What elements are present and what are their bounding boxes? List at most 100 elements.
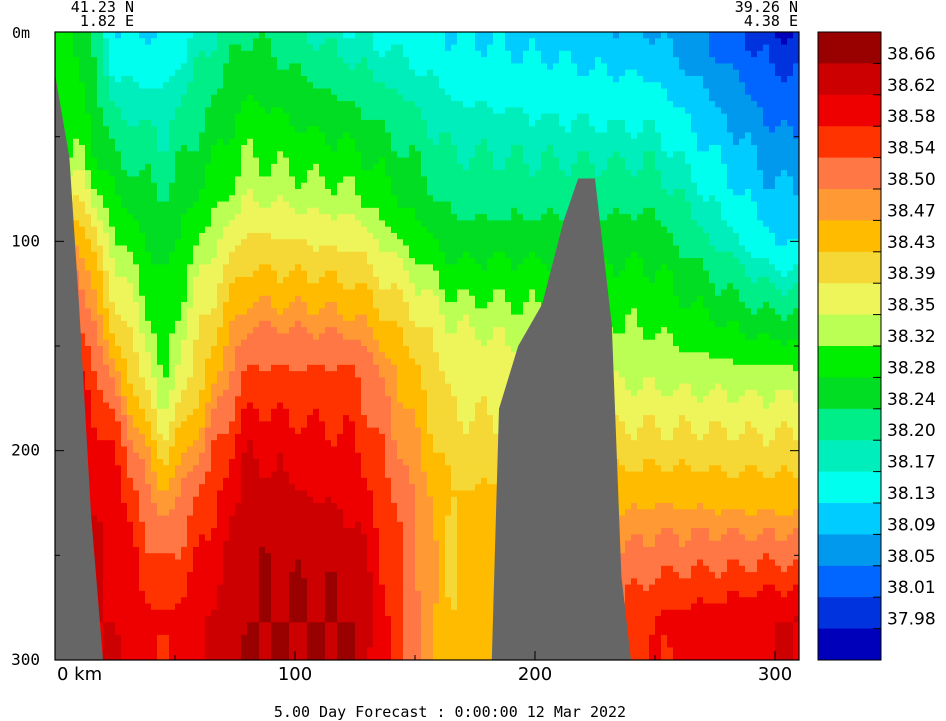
salinity-cell — [205, 333, 212, 341]
salinity-cell — [145, 509, 152, 517]
salinity-cell — [85, 189, 92, 196]
salinity-cell — [175, 446, 182, 454]
salinity-cell — [349, 383, 356, 391]
salinity-cell — [217, 477, 224, 485]
salinity-cell — [277, 82, 284, 90]
salinity-cell — [259, 433, 266, 441]
salinity-cell — [247, 245, 254, 253]
salinity-cell — [133, 182, 140, 190]
salinity-cell — [85, 289, 92, 297]
salinity-cell — [307, 622, 314, 630]
salinity-cell — [289, 490, 296, 498]
salinity-cell — [121, 214, 128, 221]
salinity-cell — [277, 333, 284, 341]
salinity-cell — [295, 151, 302, 159]
salinity-cell — [91, 214, 98, 221]
salinity-cell — [103, 553, 110, 561]
salinity-cell — [157, 415, 164, 422]
salinity-cell — [181, 440, 188, 448]
salinity-cell — [325, 314, 332, 322]
salinity-cell — [283, 377, 290, 385]
salinity-cell — [133, 578, 140, 586]
salinity-cell — [187, 421, 194, 429]
salinity-cell — [325, 446, 332, 454]
salinity-cell — [85, 163, 92, 171]
salinity-cell — [193, 308, 200, 316]
salinity-cell — [157, 477, 164, 485]
salinity-cell — [265, 377, 272, 385]
salinity-cell — [169, 251, 176, 259]
salinity-cell — [301, 57, 308, 64]
salinity-cell — [259, 151, 266, 159]
salinity-cell — [103, 546, 110, 554]
salinity-cell — [145, 634, 152, 642]
salinity-cell — [217, 214, 224, 221]
salinity-cell — [175, 276, 182, 284]
salinity-cell — [295, 578, 302, 586]
salinity-cell — [349, 496, 356, 504]
salinity-cell — [229, 603, 236, 611]
salinity-cell — [199, 364, 206, 372]
salinity-cell — [121, 471, 128, 479]
salinity-cell — [337, 459, 344, 466]
salinity-cell — [151, 333, 158, 341]
salinity-cell — [217, 408, 224, 416]
salinity-cell — [217, 521, 224, 529]
salinity-cell — [241, 50, 248, 58]
salinity-cell — [271, 207, 278, 215]
salinity-cell — [145, 258, 152, 265]
salinity-cell — [229, 528, 236, 535]
salinity-cell — [145, 540, 152, 548]
salinity-cell — [163, 622, 170, 630]
salinity-cell — [157, 427, 164, 435]
salinity-cell — [151, 389, 158, 397]
salinity-cell — [229, 289, 236, 297]
salinity-cell — [337, 559, 344, 567]
salinity-cell — [289, 302, 296, 309]
salinity-cell — [73, 195, 80, 203]
salinity-cell — [217, 459, 224, 466]
salinity-cell — [103, 358, 110, 366]
salinity-cell — [217, 421, 224, 429]
salinity-cell — [289, 396, 296, 404]
salinity-cell — [277, 239, 284, 247]
salinity-cell — [133, 427, 140, 435]
salinity-cell — [241, 151, 248, 159]
salinity-cell — [139, 50, 146, 58]
salinity-cell — [205, 214, 212, 221]
salinity-cell — [235, 421, 242, 429]
salinity-cell — [109, 521, 116, 529]
salinity-cell — [217, 302, 224, 309]
salinity-cell — [259, 207, 266, 215]
salinity-cell — [211, 308, 218, 316]
salinity-cell — [85, 320, 92, 328]
salinity-cell — [187, 264, 194, 272]
salinity-cell — [163, 572, 170, 579]
salinity-cell — [145, 132, 152, 140]
salinity-cell — [187, 226, 194, 234]
salinity-cell — [295, 609, 302, 617]
salinity-cell — [247, 484, 254, 492]
salinity-cell — [247, 653, 254, 660]
salinity-cell — [301, 440, 308, 448]
salinity-cell — [229, 572, 236, 579]
salinity-cell — [151, 339, 158, 347]
salinity-cell — [343, 433, 350, 441]
salinity-cell — [259, 327, 266, 335]
salinity-cell — [259, 609, 266, 617]
salinity-cell — [199, 377, 206, 385]
salinity-cell — [145, 364, 152, 372]
salinity-cell — [325, 396, 332, 404]
salinity-cell — [295, 603, 302, 611]
salinity-cell — [247, 57, 254, 64]
salinity-cell — [337, 107, 344, 115]
salinity-cell — [205, 446, 212, 454]
salinity-cell — [151, 176, 158, 184]
salinity-cell — [307, 377, 314, 385]
salinity-cell — [127, 132, 134, 140]
salinity-cell — [301, 559, 308, 567]
salinity-cell — [259, 32, 266, 39]
salinity-cell — [187, 75, 194, 83]
salinity-cell — [307, 546, 314, 554]
salinity-cell — [265, 314, 272, 322]
